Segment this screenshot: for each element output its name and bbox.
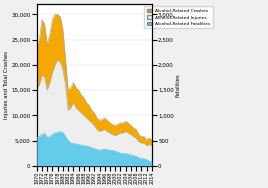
Y-axis label: Fatalities: Fatalities [176,73,181,97]
Y-axis label: Injuries and Total Crashes: Injuries and Total Crashes [4,51,9,119]
Legend: Alcohol-Related Crashes, Alcohol-Related Injuries, Alcohol-Related Fatalities: Alcohol-Related Crashes, Alcohol-Related… [144,6,213,28]
